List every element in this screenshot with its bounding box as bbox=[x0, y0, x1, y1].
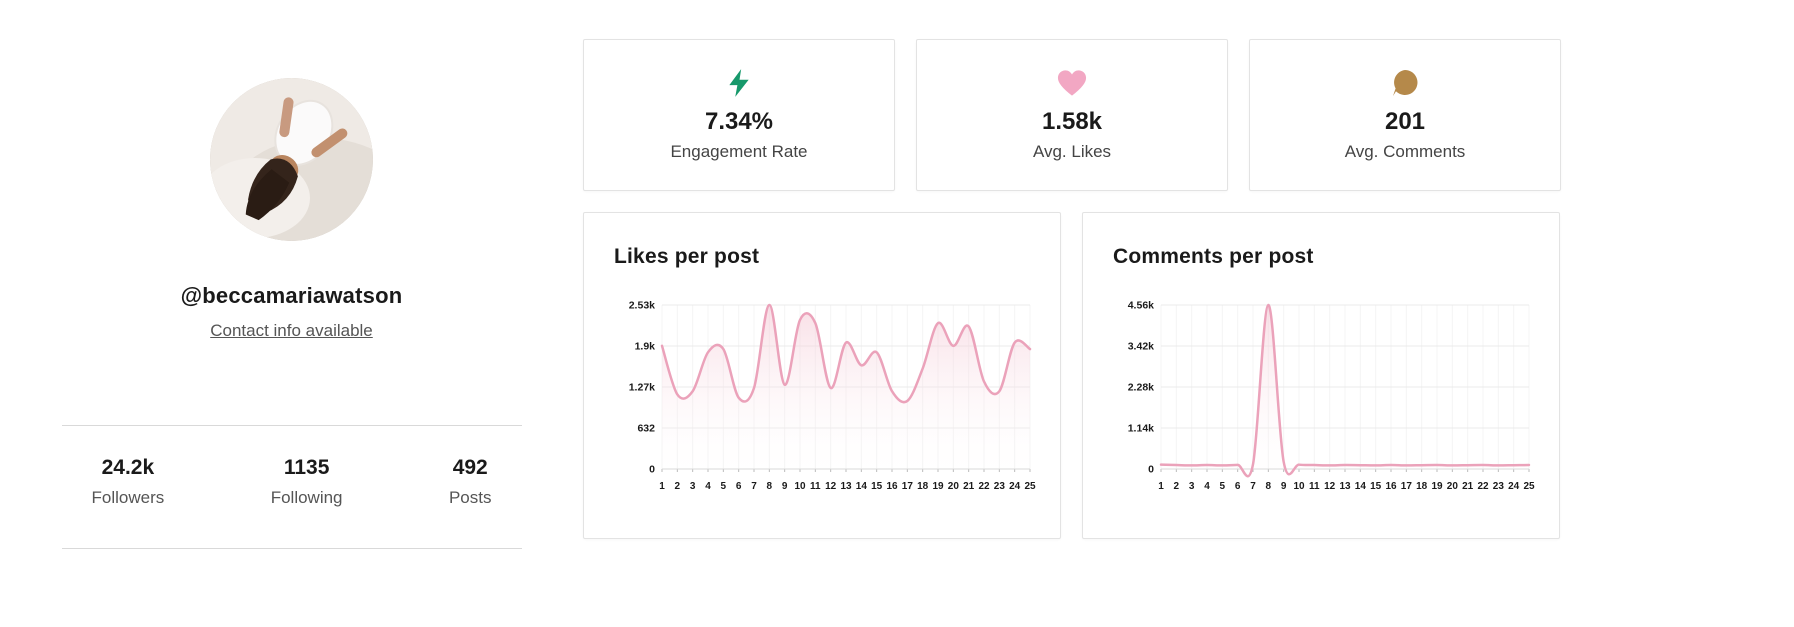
svg-text:24: 24 bbox=[1009, 481, 1021, 492]
svg-text:8: 8 bbox=[1266, 481, 1272, 492]
likes-chart: 0 632 1.27k 1.9k 2.53k 1 2 3 4 5 6 7 8 9 10 11 12 13 14 15 1… bbox=[614, 295, 1036, 497]
comments-chart: 0 1.14k 2.28k 3.42k 4.56k 1 2 3 4 5 6 7 8 9 10 11 12 13 14… bbox=[1113, 295, 1535, 497]
svg-text:13: 13 bbox=[840, 481, 852, 492]
svg-text:16: 16 bbox=[886, 481, 898, 492]
svg-text:23: 23 bbox=[994, 481, 1006, 492]
svg-text:9: 9 bbox=[1281, 481, 1287, 492]
svg-text:14: 14 bbox=[856, 481, 868, 492]
svg-text:20: 20 bbox=[948, 481, 960, 492]
comment-icon bbox=[1391, 68, 1419, 98]
svg-text:2: 2 bbox=[675, 481, 681, 492]
svg-text:22: 22 bbox=[1477, 481, 1489, 492]
svg-text:11: 11 bbox=[810, 481, 821, 492]
svg-text:7: 7 bbox=[1250, 481, 1256, 492]
heart-icon bbox=[1057, 68, 1087, 98]
avg-comments-value: 201 bbox=[1384, 108, 1426, 135]
summary-cards-row: 7.34% Engagement Rate 1.58k Avg. Likes bbox=[583, 39, 1561, 191]
avatar-image bbox=[210, 78, 373, 241]
svg-text:9: 9 bbox=[782, 481, 788, 492]
svg-text:632: 632 bbox=[637, 423, 655, 435]
svg-text:10: 10 bbox=[794, 481, 806, 492]
posts-stat: 492 Posts bbox=[449, 456, 492, 508]
lightning-icon bbox=[726, 68, 752, 98]
likes-chart-title: Likes per post bbox=[614, 245, 760, 268]
svg-text:4: 4 bbox=[705, 481, 711, 492]
svg-text:1: 1 bbox=[1158, 481, 1164, 492]
engagement-rate-label: Engagement Rate bbox=[670, 142, 808, 161]
svg-text:5: 5 bbox=[721, 481, 727, 492]
svg-text:3: 3 bbox=[690, 481, 696, 492]
svg-text:15: 15 bbox=[1370, 481, 1382, 492]
svg-text:25: 25 bbox=[1523, 481, 1535, 492]
svg-text:2.28k: 2.28k bbox=[1128, 382, 1154, 394]
profile-stats: 24.2k Followers 1135 Following 492 Posts bbox=[62, 426, 522, 548]
svg-text:12: 12 bbox=[825, 481, 837, 492]
metrics-panel: 7.34% Engagement Rate 1.58k Avg. Likes bbox=[583, 39, 1561, 539]
contact-info-link[interactable]: Contact info available bbox=[210, 321, 373, 340]
svg-text:3: 3 bbox=[1189, 481, 1195, 492]
followers-stat: 24.2k Followers bbox=[92, 456, 165, 508]
svg-text:24: 24 bbox=[1508, 481, 1520, 492]
profile-divider-top bbox=[61, 425, 522, 426]
svg-text:0: 0 bbox=[1148, 464, 1154, 476]
svg-text:7: 7 bbox=[751, 481, 757, 492]
svg-text:20: 20 bbox=[1447, 481, 1459, 492]
svg-text:11: 11 bbox=[1309, 481, 1320, 492]
following-count: 1135 bbox=[283, 456, 330, 479]
svg-text:21: 21 bbox=[1462, 481, 1474, 492]
posts-label: Posts bbox=[448, 488, 492, 507]
profile-avatar bbox=[210, 78, 373, 241]
following-label: Following bbox=[270, 488, 343, 507]
svg-text:15: 15 bbox=[871, 481, 883, 492]
svg-text:19: 19 bbox=[1431, 481, 1443, 492]
avg-likes-card: 1.58k Avg. Likes bbox=[916, 39, 1228, 191]
followers-label: Followers bbox=[91, 488, 165, 507]
avg-comments-label: Avg. Comments bbox=[1344, 142, 1466, 161]
svg-text:6: 6 bbox=[736, 481, 742, 492]
svg-text:10: 10 bbox=[1293, 481, 1305, 492]
posts-count: 492 bbox=[452, 456, 488, 479]
svg-text:1.14k: 1.14k bbox=[1128, 423, 1154, 435]
svg-text:16: 16 bbox=[1385, 481, 1397, 492]
svg-text:2.53k: 2.53k bbox=[629, 300, 655, 312]
svg-text:19: 19 bbox=[932, 481, 944, 492]
svg-text:2: 2 bbox=[1174, 481, 1180, 492]
svg-text:13: 13 bbox=[1339, 481, 1351, 492]
comments-per-post-card: Comments per post 0 1.14k 2.28k 3.42k 4.56k 1… bbox=[1082, 212, 1560, 539]
avg-comments-card: 201 Avg. Comments bbox=[1249, 39, 1561, 191]
profile-divider-bottom bbox=[61, 548, 522, 549]
svg-text:14: 14 bbox=[1355, 481, 1367, 492]
following-stat: 1135 Following bbox=[271, 456, 343, 508]
svg-text:1.9k: 1.9k bbox=[635, 341, 656, 353]
svg-text:18: 18 bbox=[917, 481, 929, 492]
svg-text:18: 18 bbox=[1416, 481, 1428, 492]
svg-text:5: 5 bbox=[1220, 481, 1226, 492]
engagement-rate-card: 7.34% Engagement Rate bbox=[583, 39, 895, 191]
svg-text:1: 1 bbox=[659, 481, 665, 492]
svg-text:21: 21 bbox=[963, 481, 975, 492]
svg-text:17: 17 bbox=[902, 481, 914, 492]
svg-text:0: 0 bbox=[649, 464, 655, 476]
svg-text:8: 8 bbox=[767, 481, 773, 492]
engagement-rate-value: 7.34% bbox=[704, 108, 774, 135]
svg-text:23: 23 bbox=[1493, 481, 1505, 492]
profile-username: @beccamariawatson bbox=[180, 283, 403, 308]
svg-text:4: 4 bbox=[1204, 481, 1210, 492]
svg-text:25: 25 bbox=[1024, 481, 1036, 492]
svg-text:6: 6 bbox=[1235, 481, 1241, 492]
charts-row: Likes per post 0 632 1.27k 1.9k 2.53k 1 2 3 4 5 6 7… bbox=[583, 212, 1561, 539]
svg-text:1.27k: 1.27k bbox=[629, 382, 655, 394]
comments-chart-title: Comments per post bbox=[1113, 245, 1314, 268]
followers-count: 24.2k bbox=[101, 456, 155, 479]
svg-text:22: 22 bbox=[978, 481, 990, 492]
likes-per-post-card: Likes per post 0 632 1.27k 1.9k 2.53k 1 2 3 4 5 6 7… bbox=[583, 212, 1061, 539]
profile-panel: @beccamariawatson Contact info available… bbox=[0, 0, 583, 627]
avg-likes-label: Avg. Likes bbox=[1032, 142, 1112, 161]
svg-text:4.56k: 4.56k bbox=[1128, 300, 1154, 312]
svg-text:3.42k: 3.42k bbox=[1128, 341, 1154, 353]
avg-likes-value: 1.58k bbox=[1041, 108, 1103, 135]
svg-text:12: 12 bbox=[1324, 481, 1336, 492]
svg-text:17: 17 bbox=[1401, 481, 1413, 492]
